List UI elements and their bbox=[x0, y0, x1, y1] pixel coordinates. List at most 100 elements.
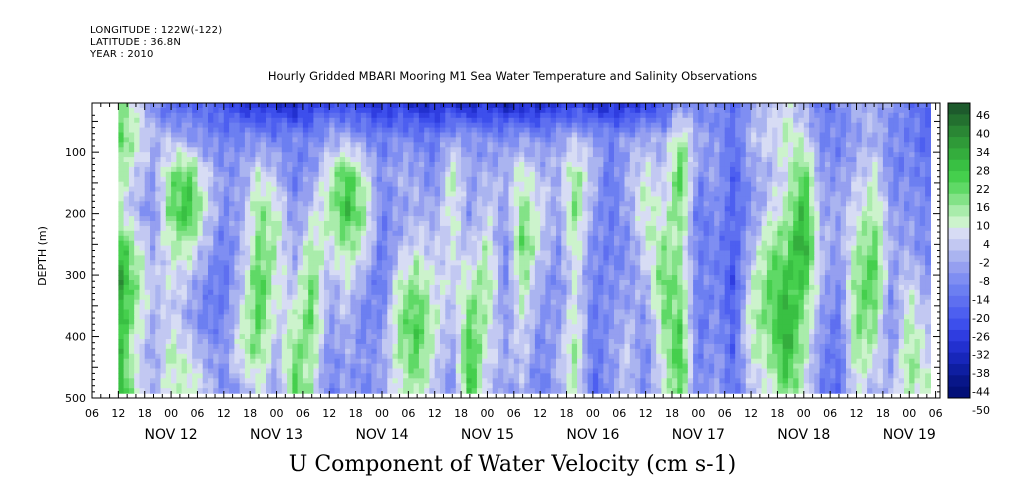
heatmap-cell bbox=[471, 211, 478, 217]
heatmap-cell bbox=[118, 378, 125, 384]
heatmap-cell bbox=[387, 250, 394, 256]
heatmap-cell bbox=[118, 117, 125, 124]
heatmap-cell bbox=[371, 343, 378, 350]
heatmap-cell bbox=[503, 117, 510, 124]
heatmap-cell bbox=[519, 339, 525, 345]
heatmap-cell bbox=[223, 132, 230, 138]
heatmap-cell bbox=[281, 383, 288, 389]
heatmap-cell bbox=[413, 196, 420, 202]
heatmap-cell bbox=[223, 235, 230, 242]
heatmap-cell bbox=[355, 117, 362, 124]
heatmap-cell bbox=[513, 270, 520, 276]
heatmap-cell bbox=[308, 314, 315, 320]
heatmap-cell bbox=[234, 112, 241, 119]
heatmap-cell bbox=[450, 112, 457, 119]
heatmap-cell bbox=[176, 235, 183, 242]
heatmap-cell bbox=[213, 221, 220, 227]
heatmap-cell bbox=[545, 152, 552, 158]
heatmap-cell bbox=[556, 162, 562, 168]
heatmap-cell bbox=[223, 137, 230, 143]
heatmap-cell bbox=[561, 137, 568, 143]
heatmap-cell bbox=[471, 260, 478, 266]
heatmap-cell bbox=[492, 324, 499, 330]
heatmap-cell bbox=[550, 289, 557, 296]
heatmap-cell bbox=[139, 127, 146, 134]
heatmap-cell bbox=[123, 348, 130, 355]
heatmap-cell bbox=[181, 294, 188, 301]
heatmap-cell bbox=[392, 280, 399, 286]
heatmap-cell bbox=[123, 117, 130, 124]
heatmap-cell bbox=[255, 240, 262, 247]
heatmap-cell bbox=[155, 383, 162, 389]
heatmap-cell bbox=[376, 368, 383, 374]
heatmap-cell bbox=[366, 186, 373, 193]
heatmap-cell bbox=[128, 201, 135, 207]
heatmap-cell bbox=[229, 176, 235, 183]
heatmap-cell bbox=[223, 216, 230, 222]
heatmap-cell bbox=[561, 152, 568, 158]
heatmap-cell bbox=[123, 147, 130, 153]
heatmap-cell bbox=[123, 265, 130, 271]
heatmap-cell bbox=[513, 334, 520, 340]
heatmap-cell bbox=[440, 383, 446, 389]
heatmap-cell bbox=[287, 299, 293, 306]
heatmap-cell bbox=[118, 280, 125, 286]
heatmap-cell bbox=[350, 280, 357, 286]
heatmap-cell bbox=[445, 147, 452, 153]
heatmap-cell bbox=[534, 230, 541, 237]
heatmap-cell bbox=[556, 181, 562, 188]
heatmap-cell bbox=[150, 329, 156, 335]
heatmap-cell bbox=[160, 265, 167, 271]
heatmap-cell bbox=[186, 122, 193, 129]
heatmap-cell bbox=[144, 186, 151, 193]
heatmap-cell bbox=[292, 157, 299, 163]
heatmap-cell bbox=[208, 289, 214, 296]
heatmap-cell bbox=[213, 176, 220, 183]
heatmap-cell bbox=[287, 334, 293, 340]
heatmap-cell bbox=[487, 103, 494, 109]
heatmap-cell bbox=[482, 117, 489, 124]
heatmap-cell bbox=[155, 284, 162, 291]
heatmap-cell bbox=[487, 334, 494, 340]
heatmap-cell bbox=[471, 206, 478, 212]
heatmap-cell bbox=[461, 186, 467, 193]
heatmap-cell bbox=[534, 186, 541, 193]
heatmap-cell bbox=[440, 388, 446, 394]
heatmap-cell bbox=[476, 186, 483, 193]
heatmap-cell bbox=[540, 240, 547, 247]
heatmap-cell bbox=[202, 373, 209, 379]
heatmap-cell bbox=[360, 255, 367, 261]
heatmap-cell bbox=[376, 250, 383, 256]
heatmap-cell bbox=[313, 216, 320, 222]
heatmap-cell bbox=[176, 196, 183, 202]
heatmap-cell bbox=[476, 368, 483, 374]
heatmap-cell bbox=[176, 353, 183, 360]
heatmap-cell bbox=[244, 127, 251, 134]
heatmap-cell bbox=[302, 368, 309, 374]
heatmap-cell bbox=[192, 162, 199, 168]
heatmap-cell bbox=[308, 107, 315, 114]
heatmap-cell bbox=[345, 348, 351, 355]
heatmap-cell bbox=[339, 265, 346, 271]
heatmap-cell bbox=[292, 117, 299, 124]
heatmap-cell bbox=[171, 230, 177, 237]
heatmap-cell bbox=[382, 270, 388, 276]
heatmap-cell bbox=[550, 103, 557, 109]
heatmap-cell bbox=[545, 235, 552, 242]
heatmap-cell bbox=[150, 255, 156, 261]
heatmap-cell bbox=[287, 235, 293, 242]
heatmap-cell bbox=[244, 289, 251, 296]
heatmap-cell bbox=[440, 299, 446, 306]
heatmap-cell bbox=[397, 368, 404, 374]
heatmap-cell bbox=[218, 378, 225, 384]
heatmap-cell bbox=[429, 324, 436, 330]
heatmap-cell bbox=[345, 191, 351, 197]
heatmap-cell bbox=[218, 388, 225, 394]
heatmap-cell bbox=[503, 363, 510, 370]
heatmap-cell bbox=[466, 201, 473, 207]
heatmap-cell bbox=[250, 334, 257, 340]
heatmap-cell bbox=[334, 289, 341, 296]
heatmap-cell bbox=[144, 250, 151, 256]
heatmap-cell bbox=[529, 388, 536, 394]
heatmap-cell bbox=[229, 368, 235, 374]
